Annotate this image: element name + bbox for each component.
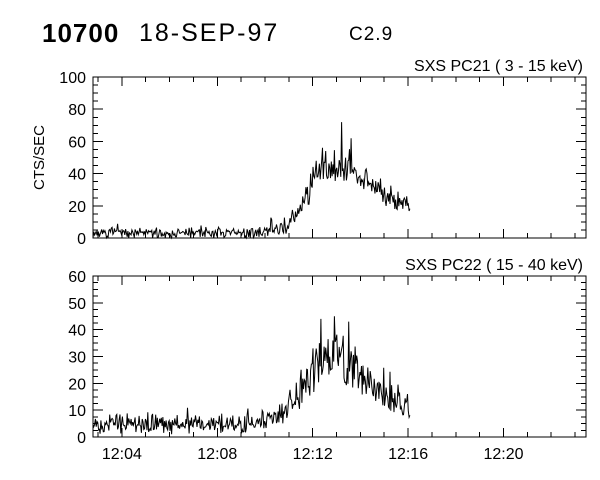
y-tick-label: 100	[59, 70, 86, 87]
y-tick-label: 60	[68, 134, 86, 151]
y-tick-label: 0	[77, 430, 86, 447]
x-tick-label: 12:20	[483, 446, 523, 463]
x-tick-label: 12:12	[293, 446, 333, 463]
flare-class-label: C2.9	[349, 24, 394, 45]
panel-title: SXS PC21 ( 3 - 15 keV)	[414, 58, 583, 75]
count-rate-trace	[92, 316, 411, 435]
x-tick-label: 12:16	[388, 446, 428, 463]
y-tick-label: 40	[68, 167, 86, 184]
y-tick-label: 30	[68, 350, 86, 367]
y-tick-label: 0	[77, 231, 86, 248]
panel-title: SXS PC22 ( 15 - 40 keV)	[405, 257, 583, 274]
y-tick-label: 20	[68, 199, 86, 216]
plot-frame	[92, 76, 587, 239]
y-axis-label: CTS/SEC	[31, 125, 48, 190]
event-number: 10700	[42, 18, 120, 48]
x-tick-label: 12:04	[102, 446, 142, 463]
count-rate-trace	[92, 122, 411, 240]
x-tick-label: 12:08	[197, 446, 237, 463]
event-date: 18-SEP-97	[139, 19, 280, 47]
y-tick-label: 80	[68, 102, 86, 119]
panel-sxs-pc21: 0 20 40 60 80 100 SXS PC21 ( 3 - 15 keV) CTS/SE…	[31, 58, 587, 248]
y-tick-label: 10	[68, 403, 86, 420]
axis-ticks	[93, 275, 586, 438]
panel-sxs-pc22: 0 10 20 30 40 50 60 12:04 12:08 12:12 12:16 12:20 SX…	[68, 257, 587, 463]
y-tick-label: 50	[68, 296, 86, 313]
axis-ticks	[93, 76, 586, 239]
y-tick-label: 60	[68, 269, 86, 286]
y-tick-label: 40	[68, 323, 86, 340]
y-tick-label: 20	[68, 376, 86, 393]
